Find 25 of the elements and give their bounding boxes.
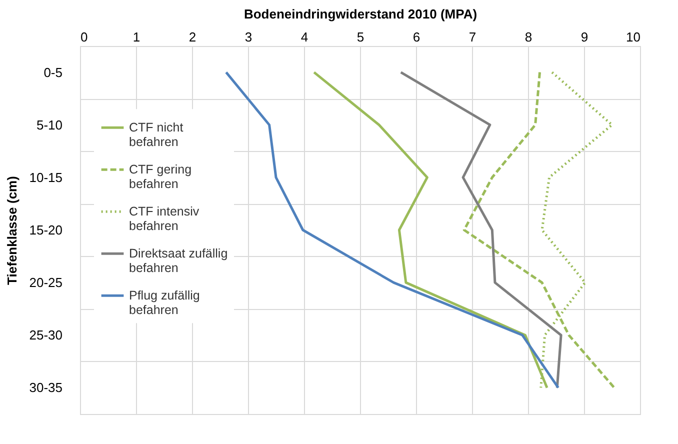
- x-tick-label: 5: [356, 30, 364, 44]
- x-tick-label: 3: [244, 30, 252, 44]
- x-tick-label: 1: [132, 30, 140, 44]
- x-tick-label: 0: [80, 30, 88, 44]
- y-tick-label: 20-25: [29, 275, 62, 290]
- y-tick-label: 5-10: [36, 117, 62, 132]
- y-tick-label: 0-5: [44, 64, 62, 80]
- y-axis-title: Tiefenklasse (cm): [4, 176, 20, 285]
- x-axis-title: Bodeneindringwiderstand 2010 (MPA): [244, 6, 478, 22]
- y-tick-label: 25-30: [29, 328, 62, 343]
- x-tick-label: 4: [300, 30, 308, 44]
- x-tick-label: 8: [524, 30, 532, 44]
- y-tick-label: 10-15: [29, 170, 62, 185]
- y-tick-label: 30-35: [29, 380, 62, 396]
- legend-label: CTF gering befahren: [129, 162, 192, 192]
- x-tick-label: 7: [468, 30, 476, 44]
- x-tick-label: 9: [580, 30, 588, 44]
- y-tick-label: 15-20: [29, 222, 62, 238]
- legend-label: Direktsaat zufällig befahren: [129, 246, 228, 276]
- legend-label: Pflug zufällig befahren: [129, 288, 200, 318]
- x-tick-label: 2: [188, 30, 196, 44]
- x-tick-label: 6: [412, 30, 420, 44]
- legend-label: CTF intensiv befahren: [129, 204, 200, 234]
- x-tick-label: 10: [626, 30, 640, 44]
- legend-label: CTF nicht befahren: [129, 120, 184, 150]
